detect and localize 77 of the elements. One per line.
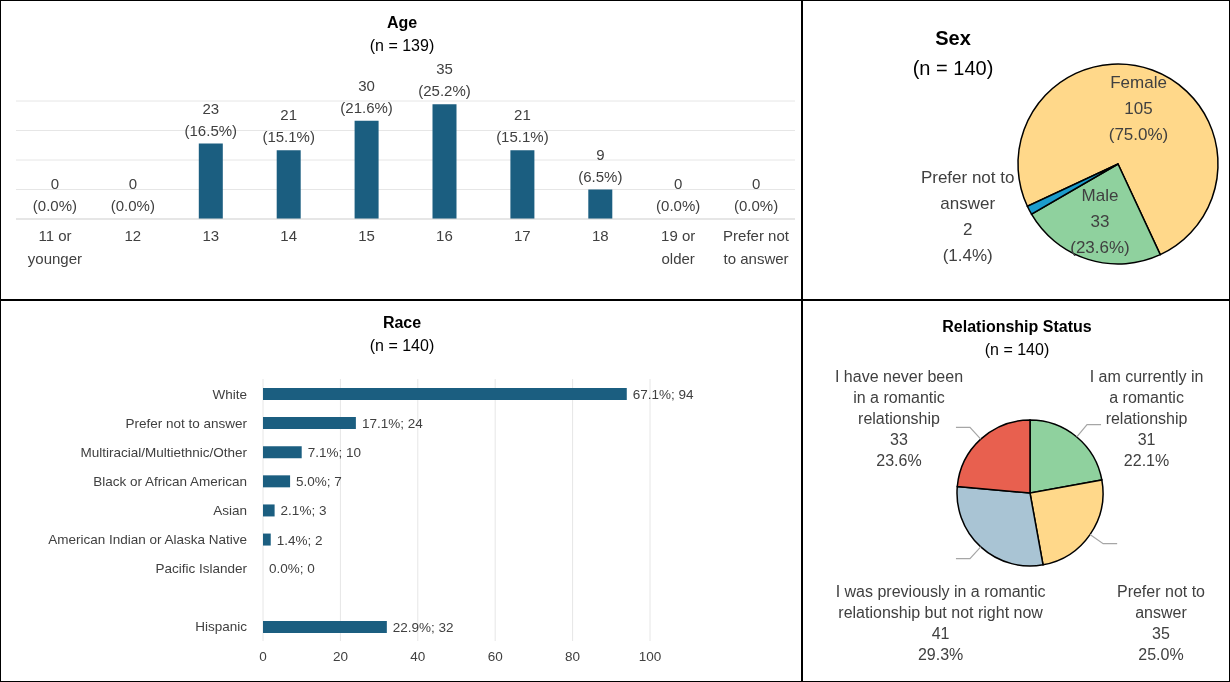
bar — [588, 189, 613, 219]
chart-subtitle: (n = 140) — [983, 340, 1051, 360]
data-label: 0.0%; 0 — [269, 561, 315, 577]
bar — [198, 143, 223, 219]
chart-title: Race — [381, 313, 423, 333]
data-label: 0 (0.0%) — [733, 175, 779, 214]
bar — [263, 446, 302, 459]
chart-subtitle: (n = 140) — [911, 56, 995, 81]
bar — [263, 533, 271, 546]
data-label: 33 (23.6%) — [1070, 212, 1130, 258]
data-label: 0 (0.0%) — [32, 175, 78, 214]
data-label: 21 (15.1%) — [496, 106, 549, 146]
data-label: 0 (0.0%) — [656, 175, 701, 214]
chart-subtitle: (n = 139) — [368, 36, 436, 56]
chart-subtitle: (n = 140) — [368, 336, 436, 356]
bar — [263, 388, 627, 400]
bar — [354, 120, 379, 219]
x-tick-label: 14 — [280, 227, 297, 244]
data-label: 35 25.0% — [1138, 625, 1184, 664]
bar — [510, 150, 535, 219]
data-label: 17.1%; 24 — [361, 416, 424, 432]
data-label: 23 (16.5%) — [184, 99, 238, 139]
x-tick-label: 60 — [487, 649, 503, 664]
x-tick-label: 40 — [410, 649, 426, 664]
data-label: 2 (1.4%) — [942, 220, 993, 266]
x-tick-label: 0 — [259, 649, 267, 664]
x-tick-label: 17 — [514, 227, 531, 244]
y-tick-label: American Indian or Alaska Native — [48, 532, 247, 548]
y-tick-label: Pacific Islander — [155, 561, 248, 577]
slice-label: Prefer not to answer — [1116, 583, 1206, 622]
bar — [276, 150, 301, 219]
data-label: 21 (15.1%) — [262, 106, 315, 146]
x-tick-label: 13 — [202, 227, 220, 244]
x-tick-label: 11 or younger — [27, 227, 83, 267]
slice-label: Female — [1110, 72, 1167, 92]
data-label: 41 29.3% — [917, 625, 964, 664]
y-tick-label: Black or African American — [93, 473, 247, 489]
data-label: 0 (0.0%) — [110, 175, 155, 214]
y-tick-label: Asian — [213, 503, 247, 518]
y-tick-label: Multiracial/Multiethnic/Other — [80, 444, 248, 460]
y-tick-label: White — [212, 386, 247, 402]
chart-title: Sex — [934, 26, 972, 51]
x-tick-label: 19 or older — [661, 227, 696, 267]
slice-label: Male — [1081, 186, 1119, 206]
slice-label: I have never been in a romantic relationship — [834, 367, 964, 427]
x-tick-label: 20 — [332, 649, 348, 664]
chart-title: Age — [385, 13, 419, 33]
slice-label: I am currently in a romantic relationship — [1089, 367, 1204, 427]
data-label: 105 (75.0%) — [1108, 98, 1169, 144]
bar — [432, 104, 457, 219]
x-tick-label: 100 — [638, 649, 662, 664]
slice-label: Prefer not to answer — [920, 168, 1015, 214]
slice-label: I was previously in a romantic relationship but not right now — [835, 583, 1046, 622]
bar — [263, 504, 275, 517]
data-label: 33 23.6% — [876, 430, 922, 469]
x-tick-label: Prefer not to answer — [723, 227, 790, 267]
x-tick-label: 12 — [124, 227, 142, 244]
y-tick-label: Hispanic — [195, 619, 248, 635]
data-label: 2.1%; 3 — [280, 503, 327, 519]
data-label: 5.0%; 7 — [296, 474, 342, 490]
data-label: 35 (25.2%) — [418, 60, 471, 100]
bar — [263, 475, 291, 488]
y-tick-label: Prefer not to answer — [125, 415, 248, 431]
chart-title: Relationship Status — [941, 317, 1093, 337]
data-label: 7.1%; 10 — [307, 445, 361, 461]
x-tick-label: 15 — [358, 227, 375, 244]
data-label: 22.9%; 32 — [392, 619, 454, 635]
data-label: 9 (6.5%) — [578, 145, 623, 185]
data-label: 67.1%; 94 — [632, 387, 695, 402]
bar — [263, 417, 356, 430]
data-label: 30 (21.6%) — [340, 76, 393, 116]
x-tick-label: 16 — [436, 227, 453, 244]
data-label: 31 22.1% — [1123, 430, 1170, 469]
x-tick-label: 18 — [591, 227, 609, 244]
bar — [263, 620, 387, 633]
data-label: 1.4%; 2 — [276, 532, 323, 548]
x-tick-label: 80 — [565, 649, 581, 664]
